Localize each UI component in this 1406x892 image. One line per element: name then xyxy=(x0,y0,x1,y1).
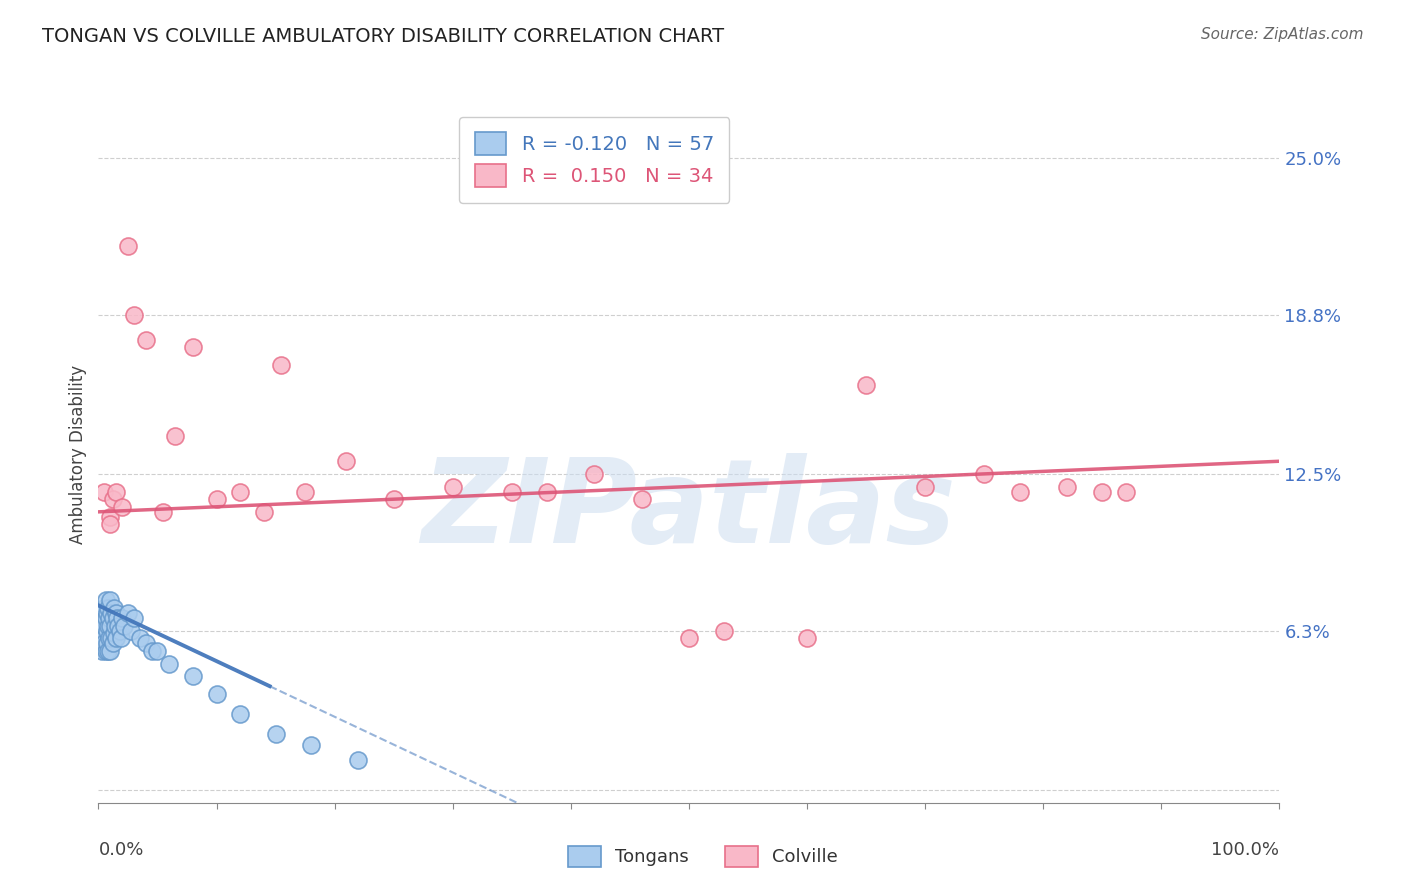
Point xyxy=(97,644,120,658)
Point xyxy=(181,340,204,354)
Legend: R = -0.120   N = 57, R =  0.150   N = 34: R = -0.120 N = 57, R = 0.150 N = 34 xyxy=(460,117,730,202)
Point xyxy=(112,618,135,632)
Point xyxy=(264,727,287,741)
Point xyxy=(117,606,139,620)
Point xyxy=(98,644,121,658)
Point xyxy=(105,632,128,646)
Point xyxy=(93,618,115,632)
Point xyxy=(135,333,157,347)
Point xyxy=(678,632,700,646)
Point xyxy=(1008,484,1031,499)
Point xyxy=(855,378,877,392)
Point xyxy=(101,636,124,650)
Point xyxy=(96,606,118,620)
Point xyxy=(90,632,112,646)
Point xyxy=(536,484,558,499)
Point xyxy=(382,492,405,507)
Point xyxy=(157,657,180,671)
Point xyxy=(165,429,187,443)
Point xyxy=(128,632,150,646)
Point xyxy=(90,636,112,650)
Point xyxy=(96,636,118,650)
Point xyxy=(117,239,139,253)
Y-axis label: Ambulatory Disability: Ambulatory Disability xyxy=(69,366,87,544)
Legend: Tongans, Colville: Tongans, Colville xyxy=(561,838,845,874)
Point xyxy=(1091,484,1114,499)
Point xyxy=(93,484,115,499)
Point xyxy=(501,484,523,499)
Point xyxy=(135,636,157,650)
Point xyxy=(146,644,169,658)
Point xyxy=(98,509,121,524)
Point xyxy=(630,492,652,507)
Point xyxy=(97,601,120,615)
Text: 0.0%: 0.0% xyxy=(98,841,143,859)
Point xyxy=(347,753,370,767)
Point xyxy=(105,606,128,620)
Text: ZIPatlas: ZIPatlas xyxy=(422,453,956,568)
Text: 100.0%: 100.0% xyxy=(1212,841,1279,859)
Point xyxy=(110,632,132,646)
Point xyxy=(91,624,114,638)
Point xyxy=(91,632,114,646)
Point xyxy=(1115,484,1137,499)
Text: TONGAN VS COLVILLE AMBULATORY DISABILITY CORRELATION CHART: TONGAN VS COLVILLE AMBULATORY DISABILITY… xyxy=(42,27,724,45)
Point xyxy=(229,484,252,499)
Point xyxy=(101,492,124,507)
Point xyxy=(91,644,114,658)
Point xyxy=(91,606,114,620)
Point xyxy=(914,479,936,493)
Point xyxy=(96,624,118,638)
Point xyxy=(141,644,163,658)
Point xyxy=(97,618,120,632)
Point xyxy=(299,738,322,752)
Point xyxy=(181,669,204,683)
Point xyxy=(122,308,145,322)
Point xyxy=(89,626,111,640)
Point xyxy=(98,618,121,632)
Point xyxy=(98,593,121,607)
Point xyxy=(93,636,115,650)
Point xyxy=(205,492,228,507)
Point xyxy=(94,611,117,625)
Point xyxy=(105,611,128,625)
Point xyxy=(152,505,174,519)
Point xyxy=(441,479,464,493)
Point xyxy=(90,618,112,632)
Point xyxy=(270,358,292,372)
Point xyxy=(98,517,121,532)
Point xyxy=(100,606,122,620)
Point xyxy=(335,454,357,468)
Point xyxy=(91,611,114,625)
Point xyxy=(104,618,127,632)
Point xyxy=(229,707,252,722)
Point xyxy=(1056,479,1078,493)
Point xyxy=(253,505,276,519)
Point xyxy=(103,626,125,640)
Point xyxy=(583,467,606,481)
Point xyxy=(294,484,316,499)
Point xyxy=(205,687,228,701)
Point xyxy=(713,624,735,638)
Point xyxy=(100,632,122,646)
Point xyxy=(108,624,131,638)
Point xyxy=(98,632,121,646)
Text: Source: ZipAtlas.com: Source: ZipAtlas.com xyxy=(1201,27,1364,42)
Point xyxy=(91,639,114,653)
Point xyxy=(101,611,124,625)
Point xyxy=(973,467,995,481)
Point xyxy=(121,624,143,638)
Point xyxy=(94,593,117,607)
Point xyxy=(111,611,134,625)
Point xyxy=(89,611,111,625)
Point xyxy=(111,500,134,514)
Point xyxy=(93,601,115,615)
Point xyxy=(98,611,121,625)
Point xyxy=(107,618,129,632)
Point xyxy=(122,611,145,625)
Point xyxy=(103,601,125,615)
Point xyxy=(105,484,128,499)
Point xyxy=(796,632,818,646)
Point xyxy=(94,644,117,658)
